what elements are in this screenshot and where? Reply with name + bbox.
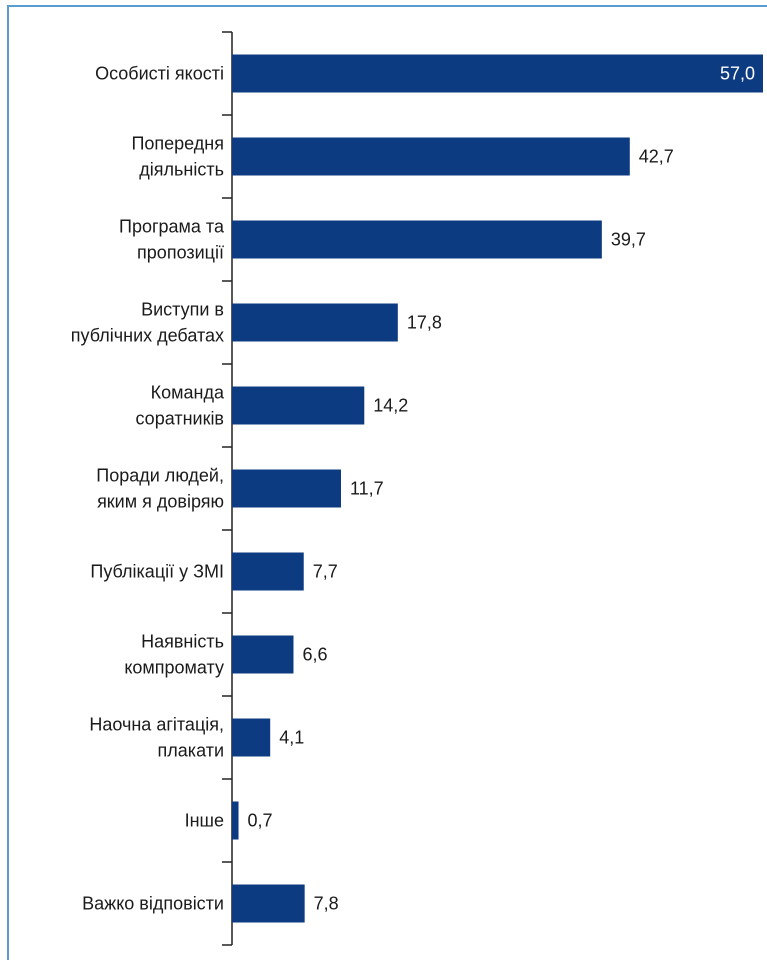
bar [232,552,304,591]
bar [232,54,763,93]
category-label: Попередня діяльність [131,133,224,179]
value-label: 57,0 [720,63,755,83]
category-label: Наявність компромату [124,631,224,677]
category-label: Команда соратників [135,382,224,428]
bar [232,386,365,425]
category-label: Важко відповісти [82,893,224,913]
bar [232,884,305,923]
value-label: 4,1 [279,727,304,747]
bar [232,635,294,674]
category-label: Публікації у ЗМІ [90,561,224,581]
category-label: Виступи в публічних дебатах [71,299,224,345]
value-label: 6,6 [302,644,327,664]
bar [232,220,602,259]
category-label: Інше [185,810,224,830]
value-label: 0,7 [248,810,273,830]
bar [232,137,630,176]
value-label: 14,2 [373,395,408,415]
value-label: 7,8 [314,893,339,913]
category-label: Наочна агітація, плакати [89,714,224,760]
value-label: 11,7 [350,478,384,498]
bar [232,801,239,840]
bar [232,718,271,757]
value-label: 42,7 [639,146,674,166]
value-label: 17,8 [407,312,442,332]
bar [232,469,341,508]
category-label: Програма та пропозиції [119,216,225,262]
category-label: Поради людей, яким я довіряю [96,465,224,511]
value-label: 39,7 [611,229,646,249]
bar [232,303,398,342]
value-label: 7,7 [313,561,338,581]
category-label: Особисті якості [95,63,224,83]
frame [7,5,767,960]
